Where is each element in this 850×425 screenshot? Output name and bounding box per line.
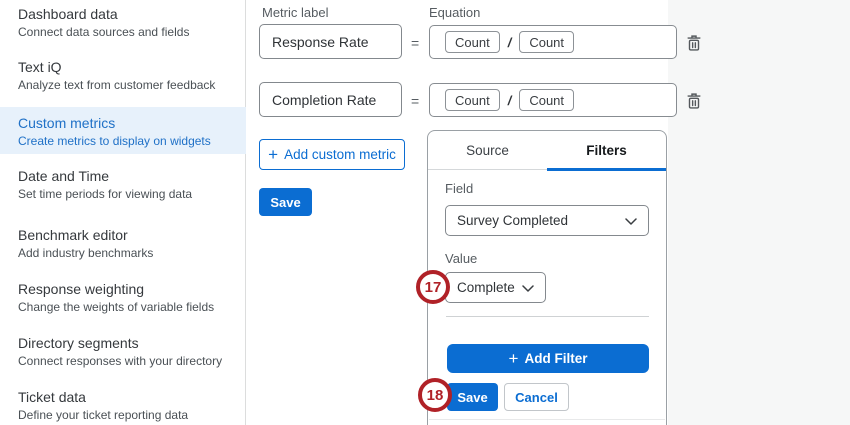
divide-sign: / bbox=[507, 92, 512, 108]
sidebar-item-response-weighting[interactable]: Response weighting Change the weights of… bbox=[0, 273, 246, 320]
sidebar-item-subtitle: Change the weights of variable fields bbox=[18, 300, 215, 314]
add-filter-label: Add Filter bbox=[524, 351, 588, 366]
plus-icon: + bbox=[268, 144, 279, 164]
sidebar-item-directory-segments[interactable]: Directory segments Connect responses wit… bbox=[0, 327, 246, 374]
field-label: Field bbox=[445, 181, 474, 196]
field-select-value: Survey Completed bbox=[457, 213, 569, 228]
step-annotation-18: 18 bbox=[418, 378, 452, 412]
equation-column-header: Equation bbox=[429, 5, 481, 20]
sidebar-item-text-iq[interactable]: Text iQ Analyze text from customer feedb… bbox=[0, 51, 246, 98]
equals-sign: = bbox=[411, 93, 420, 109]
sidebar-item-subtitle: Set time periods for viewing data bbox=[18, 187, 193, 201]
sidebar-item-subtitle: Add industry benchmarks bbox=[18, 246, 154, 260]
sidebar-item-dashboard-data[interactable]: Dashboard data Connect data sources and … bbox=[0, 0, 246, 45]
panel-tab-bar: Source Filters bbox=[428, 131, 666, 171]
numerator-chip[interactable]: Count bbox=[445, 31, 500, 53]
sidebar-item-title: Text iQ bbox=[18, 59, 62, 75]
chevron-down-icon bbox=[625, 213, 637, 228]
sidebar-item-title: Date and Time bbox=[18, 168, 110, 184]
delete-metric-button[interactable] bbox=[685, 34, 703, 52]
chevron-down-icon bbox=[522, 280, 534, 295]
numerator-chip[interactable]: Count bbox=[445, 89, 500, 111]
divide-sign: / bbox=[507, 34, 512, 50]
sidebar-item-subtitle: Connect data sources and fields bbox=[18, 25, 190, 39]
trash-icon bbox=[685, 93, 703, 113]
page-background bbox=[668, 0, 850, 425]
sidebar-item-custom-metrics[interactable]: Custom metrics Create metrics to display… bbox=[0, 107, 246, 154]
tab-filters[interactable]: Filters bbox=[547, 131, 666, 171]
add-custom-metric-button[interactable]: + Add custom metric bbox=[259, 139, 405, 170]
metric-settings-panel: Source Filters Field Survey Completed Va… bbox=[427, 130, 667, 425]
sidebar-item-subtitle: Connect responses with your directory bbox=[18, 354, 223, 368]
sidebar-item-benchmark-editor[interactable]: Benchmark editor Add industry benchmarks bbox=[0, 219, 246, 266]
equals-sign: = bbox=[411, 35, 420, 51]
panel-bottom-divider bbox=[429, 419, 665, 420]
metric-label-input-response-rate[interactable] bbox=[259, 24, 402, 59]
value-select-value: Complete bbox=[457, 280, 515, 295]
equation-box[interactable]: Count / Count bbox=[429, 25, 677, 59]
field-select[interactable]: Survey Completed bbox=[445, 205, 649, 236]
sidebar-item-title: Directory segments bbox=[18, 335, 139, 351]
sidebar-item-title: Benchmark editor bbox=[18, 227, 128, 243]
panel-divider bbox=[446, 316, 649, 317]
tab-source[interactable]: Source bbox=[466, 142, 509, 158]
plus-icon: + bbox=[508, 348, 519, 368]
panel-cancel-button[interactable]: Cancel bbox=[504, 383, 569, 411]
metric-label-input-completion-rate[interactable] bbox=[259, 82, 402, 117]
save-metrics-button[interactable]: Save bbox=[259, 188, 312, 216]
sidebar-item-title: Custom metrics bbox=[18, 115, 116, 131]
add-filter-button[interactable]: + Add Filter bbox=[447, 344, 649, 373]
sidebar-item-title: Ticket data bbox=[18, 389, 86, 405]
denominator-chip[interactable]: Count bbox=[519, 31, 575, 53]
trash-icon bbox=[685, 35, 703, 55]
metric-label-column-header: Metric label bbox=[262, 5, 329, 20]
value-select[interactable]: Complete bbox=[445, 272, 546, 303]
sidebar-item-title: Response weighting bbox=[18, 281, 145, 297]
denominator-chip[interactable]: Count bbox=[519, 89, 575, 111]
sidebar-item-subtitle: Define your ticket reporting data bbox=[18, 408, 189, 422]
sidebar-item-title: Dashboard data bbox=[18, 6, 118, 22]
add-custom-metric-label: Add custom metric bbox=[284, 147, 396, 162]
step-annotation-17: 17 bbox=[416, 270, 450, 304]
panel-save-button[interactable]: Save bbox=[447, 383, 498, 411]
settings-sidebar: Dashboard data Connect data sources and … bbox=[0, 0, 246, 425]
sidebar-item-date-and-time[interactable]: Date and Time Set time periods for viewi… bbox=[0, 160, 246, 207]
sidebar-item-ticket-data[interactable]: Ticket data Define your ticket reporting… bbox=[0, 381, 246, 425]
sidebar-item-subtitle: Analyze text from customer feedback bbox=[18, 78, 216, 92]
equation-box[interactable]: Count / Count bbox=[429, 83, 677, 117]
sidebar-item-subtitle: Create metrics to display on widgets bbox=[18, 134, 211, 148]
delete-metric-button[interactable] bbox=[685, 92, 703, 110]
value-label: Value bbox=[445, 251, 478, 266]
